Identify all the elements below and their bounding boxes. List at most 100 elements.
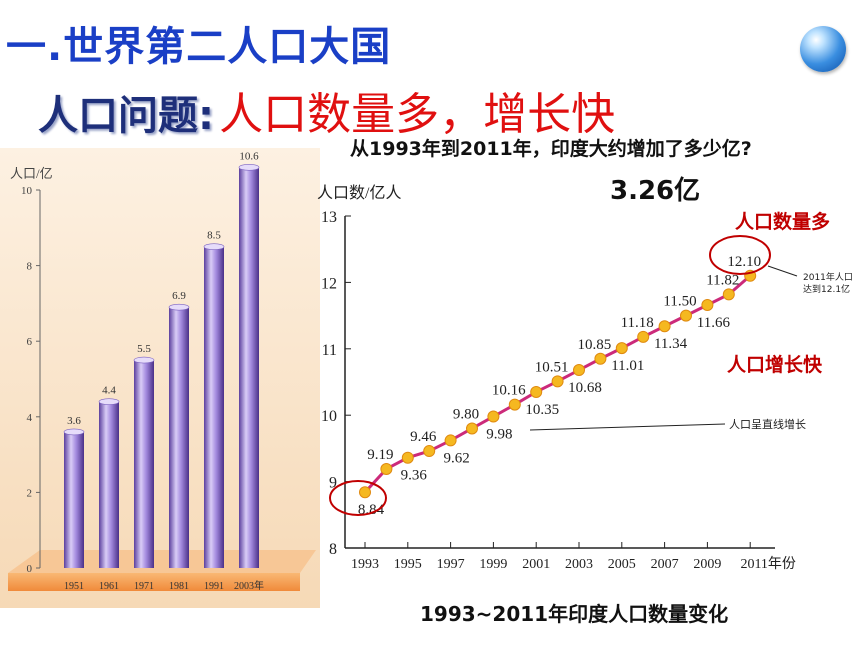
highlight-circle-start bbox=[329, 480, 387, 516]
data-point bbox=[637, 330, 650, 343]
line-x-tick-label: 2011年份 bbox=[740, 556, 795, 572]
bar-top bbox=[133, 356, 155, 364]
bar-value-label: 3.6 bbox=[67, 415, 81, 427]
data-point bbox=[380, 462, 393, 475]
data-point-label: 11.34 bbox=[654, 336, 688, 352]
data-point bbox=[658, 320, 671, 333]
answer-text: 3.26亿 bbox=[610, 176, 701, 206]
data-point-label: 11.66 bbox=[697, 315, 731, 331]
data-point bbox=[401, 451, 414, 464]
data-point-label: 9.36 bbox=[401, 468, 428, 484]
bar-category-label: 1981 bbox=[169, 581, 189, 592]
line-x-tick-label: 1997 bbox=[437, 557, 465, 572]
subtitle-main: 人口数量多，增长快 bbox=[219, 89, 616, 140]
line-x-tick-label: 2005 bbox=[608, 557, 636, 572]
data-point bbox=[444, 434, 457, 447]
data-point-label: 10.68 bbox=[568, 380, 602, 396]
bar-value-label: 8.5 bbox=[207, 230, 221, 242]
data-point bbox=[615, 342, 628, 355]
line-x-tick-label: 2007 bbox=[651, 557, 679, 572]
bar-chart-background bbox=[0, 148, 320, 608]
data-point bbox=[722, 288, 735, 301]
data-point-label: 12.10 bbox=[727, 254, 761, 270]
line-y-tick-label: 10 bbox=[321, 408, 337, 425]
data-point-label: 11.01 bbox=[611, 358, 644, 374]
line-y-tick-label: 13 bbox=[321, 209, 337, 226]
data-point bbox=[530, 385, 543, 398]
bar-y-tick-label: 8 bbox=[27, 261, 33, 273]
bar-category-label: 1971 bbox=[134, 581, 154, 592]
line-y-label: 人口数/亿人 bbox=[317, 184, 401, 202]
bar-value-label: 4.4 bbox=[102, 385, 116, 397]
bar-top bbox=[63, 428, 85, 436]
question-text: 从1993年到2011年，印度大约增加了多少亿? bbox=[350, 138, 752, 160]
bar-value-label: 10.6 bbox=[239, 150, 259, 162]
data-point-label: 11.50 bbox=[663, 294, 696, 310]
annotation-linear-pointer bbox=[529, 423, 726, 431]
bar-value-label: 6.9 bbox=[172, 290, 186, 302]
line-x-tick-label: 2009 bbox=[693, 557, 721, 572]
bar bbox=[239, 167, 259, 568]
bar-chart-base-front bbox=[8, 573, 300, 591]
bar-category-label: 1951 bbox=[64, 581, 84, 592]
data-point-label: 10.85 bbox=[578, 337, 612, 353]
bar-category-label: 1961 bbox=[99, 581, 119, 592]
data-point-label: 10.35 bbox=[525, 402, 559, 418]
annotation-reach-line2: 达到12.1亿 bbox=[803, 283, 850, 295]
data-point-label: 9.62 bbox=[443, 450, 469, 466]
line-y-tick-label: 9 bbox=[329, 475, 337, 492]
annotation-linear: 人口呈直线增长 bbox=[729, 417, 806, 431]
data-point bbox=[573, 364, 585, 377]
data-point bbox=[466, 422, 478, 435]
bar-y-tick-label: 6 bbox=[27, 336, 33, 348]
bar-y-tick-label: 10 bbox=[21, 185, 33, 197]
data-point bbox=[359, 486, 371, 499]
data-point bbox=[701, 298, 714, 311]
line-x-tick-label: 1995 bbox=[394, 557, 422, 572]
data-point-label: 9.46 bbox=[410, 429, 437, 445]
annotation-reach-line1: 2011年人口 bbox=[803, 271, 853, 283]
data-point-label: 10.16 bbox=[492, 383, 526, 399]
bar-y-tick-label: 2 bbox=[27, 487, 33, 499]
line-x-tick-label: 1999 bbox=[479, 557, 507, 572]
data-point-label: 11.82 bbox=[706, 272, 739, 288]
line-x-tick-label: 2003 bbox=[565, 557, 593, 572]
subtitle-prefix: 人口问题: bbox=[38, 93, 214, 139]
line-y-tick-label: 12 bbox=[321, 275, 337, 292]
bar-chart: 人口/亿 0 2 4 6 8 10 3.6 4.4 5.5 6.9 8.5 10.6 1951 196… bbox=[0, 148, 320, 608]
bar bbox=[134, 360, 154, 568]
data-point-label: 9.80 bbox=[453, 406, 479, 422]
bar-category-label: 2003年 bbox=[234, 579, 264, 592]
highlight-circle-end bbox=[709, 235, 771, 275]
chart-caption: 1993~2011年印度人口数量变化 bbox=[420, 602, 729, 626]
data-point bbox=[594, 352, 607, 365]
annotation-many: 人口数量多 bbox=[735, 210, 830, 233]
bar-top bbox=[203, 243, 225, 250]
subtitle: 人口问题: 人口数量多，增长快 bbox=[38, 78, 615, 142]
annotation-reach-pointer bbox=[767, 265, 798, 277]
data-point-label: 11.18 bbox=[621, 315, 654, 331]
bar-value-label: 5.5 bbox=[137, 343, 151, 355]
bar-top bbox=[98, 398, 120, 405]
bar-category-label: 1991 bbox=[204, 581, 224, 592]
line-chart: 人口数/亿人 8 9 10 11 12 13 1993 1995 1997 1999 2001 20… bbox=[317, 184, 853, 572]
globe-icon bbox=[800, 26, 846, 72]
bar-y-tick-label: 4 bbox=[27, 412, 33, 424]
bar bbox=[64, 431, 84, 568]
data-point bbox=[680, 309, 692, 322]
line-x-tick-label: 2001 bbox=[522, 557, 550, 572]
bar-top bbox=[168, 303, 190, 311]
data-point bbox=[487, 410, 500, 423]
line-y-tick-label: 8 bbox=[329, 541, 337, 558]
bar bbox=[204, 246, 224, 568]
line-x-tick-label: 1993 bbox=[351, 557, 379, 572]
bar bbox=[99, 401, 119, 568]
bar-top bbox=[238, 164, 260, 171]
bar-chart-base bbox=[8, 550, 316, 573]
data-point bbox=[508, 398, 521, 411]
annotation-fast: 人口增长快 bbox=[727, 353, 823, 376]
line-y-tick-label: 11 bbox=[322, 342, 337, 359]
data-point bbox=[423, 445, 436, 458]
data-point bbox=[551, 375, 564, 388]
data-point-label: 9.19 bbox=[367, 447, 393, 463]
